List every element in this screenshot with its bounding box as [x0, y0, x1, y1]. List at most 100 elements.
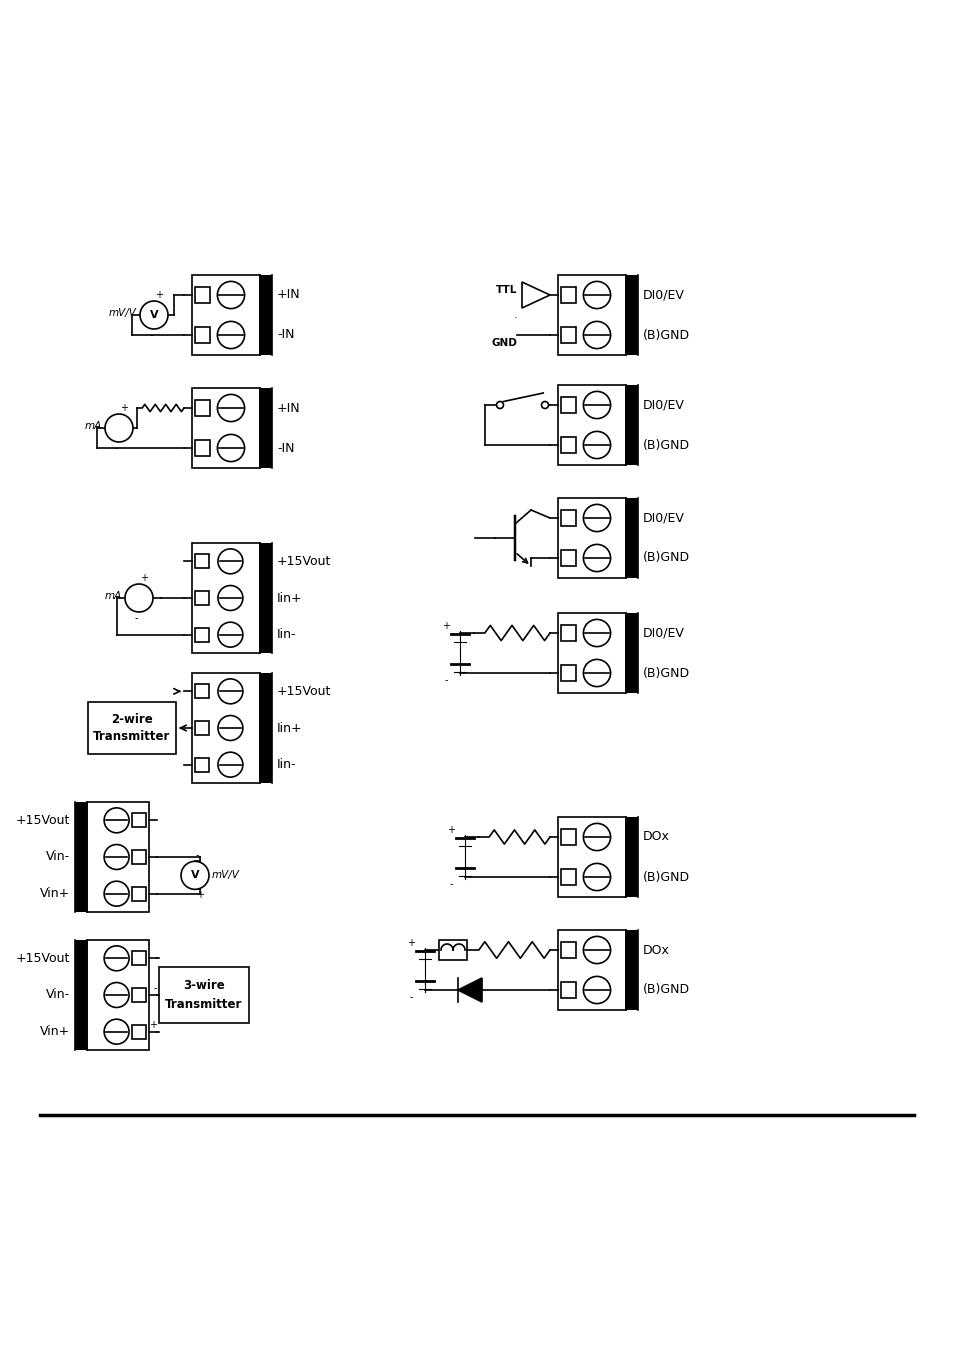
Bar — [625, 613, 638, 693]
Circle shape — [583, 431, 610, 458]
Text: -: - — [134, 613, 137, 623]
Text: 3-wire: 3-wire — [183, 979, 225, 992]
Circle shape — [104, 844, 129, 870]
Circle shape — [541, 401, 548, 408]
Circle shape — [104, 946, 129, 971]
Text: mA: mA — [85, 422, 102, 431]
Polygon shape — [457, 978, 481, 1002]
Bar — [558, 499, 625, 578]
Text: DI0/EV: DI0/EV — [642, 627, 684, 639]
Bar — [194, 685, 209, 698]
Bar — [194, 400, 210, 416]
Bar — [560, 626, 576, 640]
Text: -IN: -IN — [276, 328, 294, 342]
Circle shape — [496, 401, 503, 408]
Text: +15Vout: +15Vout — [276, 685, 331, 698]
Bar — [132, 1024, 146, 1039]
Text: -: - — [114, 443, 117, 453]
Text: (B)GND: (B)GND — [642, 551, 689, 565]
Text: +: + — [120, 403, 129, 413]
Bar — [625, 499, 638, 578]
Text: DOx: DOx — [642, 831, 669, 843]
Circle shape — [105, 413, 132, 442]
Text: GND: GND — [491, 338, 517, 349]
Bar — [260, 543, 272, 653]
Bar — [560, 438, 576, 453]
Bar — [194, 758, 209, 771]
Text: Iin-: Iin- — [276, 628, 296, 642]
Bar — [438, 940, 467, 961]
Bar — [194, 554, 209, 569]
Text: DI0/EV: DI0/EV — [642, 399, 684, 412]
Text: .: . — [513, 309, 517, 320]
Text: V: V — [191, 870, 199, 881]
Bar — [560, 666, 576, 681]
Bar — [194, 288, 210, 303]
Bar — [192, 276, 260, 355]
Bar — [625, 817, 638, 897]
Text: +15Vout: +15Vout — [276, 555, 331, 567]
Text: DOx: DOx — [642, 943, 669, 957]
Circle shape — [104, 982, 129, 1008]
Circle shape — [104, 808, 129, 832]
Text: +: + — [407, 938, 415, 948]
Circle shape — [583, 504, 610, 531]
Circle shape — [217, 753, 243, 777]
Bar — [87, 802, 149, 912]
Text: Vin+: Vin+ — [40, 888, 70, 900]
Text: +15Vout: +15Vout — [15, 813, 70, 827]
Text: Vin+: Vin+ — [40, 1025, 70, 1038]
Text: V: V — [150, 309, 158, 320]
Bar — [75, 940, 87, 1050]
Text: DI0/EV: DI0/EV — [642, 512, 684, 524]
Text: 2-wire: 2-wire — [111, 713, 152, 725]
Circle shape — [104, 1019, 129, 1044]
Circle shape — [583, 392, 610, 419]
Circle shape — [583, 544, 610, 571]
Text: mA: mA — [105, 590, 122, 601]
Bar — [558, 817, 625, 897]
Text: -: - — [409, 992, 413, 1002]
Text: -: - — [195, 850, 199, 861]
Circle shape — [217, 435, 244, 462]
Text: Iin+: Iin+ — [276, 721, 302, 735]
Bar — [558, 613, 625, 693]
Text: DI0/EV: DI0/EV — [642, 289, 684, 301]
Circle shape — [217, 585, 243, 611]
Bar — [194, 721, 209, 735]
Text: +: + — [447, 825, 455, 835]
Circle shape — [583, 619, 610, 647]
Bar — [192, 388, 260, 467]
Bar — [560, 943, 576, 958]
Bar — [560, 982, 576, 997]
Text: -: - — [449, 880, 453, 889]
Bar — [132, 951, 146, 966]
Text: +: + — [149, 1020, 157, 1029]
Bar — [558, 385, 625, 465]
Bar — [75, 802, 87, 912]
Text: (B)GND: (B)GND — [642, 439, 689, 451]
Text: (B)GND: (B)GND — [642, 870, 689, 884]
Circle shape — [583, 863, 610, 890]
Bar — [192, 673, 260, 784]
Bar — [560, 397, 576, 412]
Text: Vin-: Vin- — [46, 989, 70, 1001]
Bar — [194, 327, 210, 343]
Circle shape — [140, 301, 168, 330]
Bar — [132, 886, 146, 901]
Bar — [194, 590, 209, 605]
Bar — [260, 388, 272, 467]
Bar — [558, 276, 625, 355]
Bar — [132, 988, 146, 1002]
Bar — [560, 288, 576, 303]
Bar — [194, 628, 209, 642]
Bar — [260, 673, 272, 784]
Circle shape — [217, 394, 244, 422]
Circle shape — [217, 716, 243, 740]
Text: +IN: +IN — [276, 401, 300, 415]
Circle shape — [583, 322, 610, 349]
Text: +: + — [441, 621, 450, 631]
Text: +: + — [155, 290, 163, 300]
Bar — [560, 870, 576, 885]
Circle shape — [125, 584, 152, 612]
